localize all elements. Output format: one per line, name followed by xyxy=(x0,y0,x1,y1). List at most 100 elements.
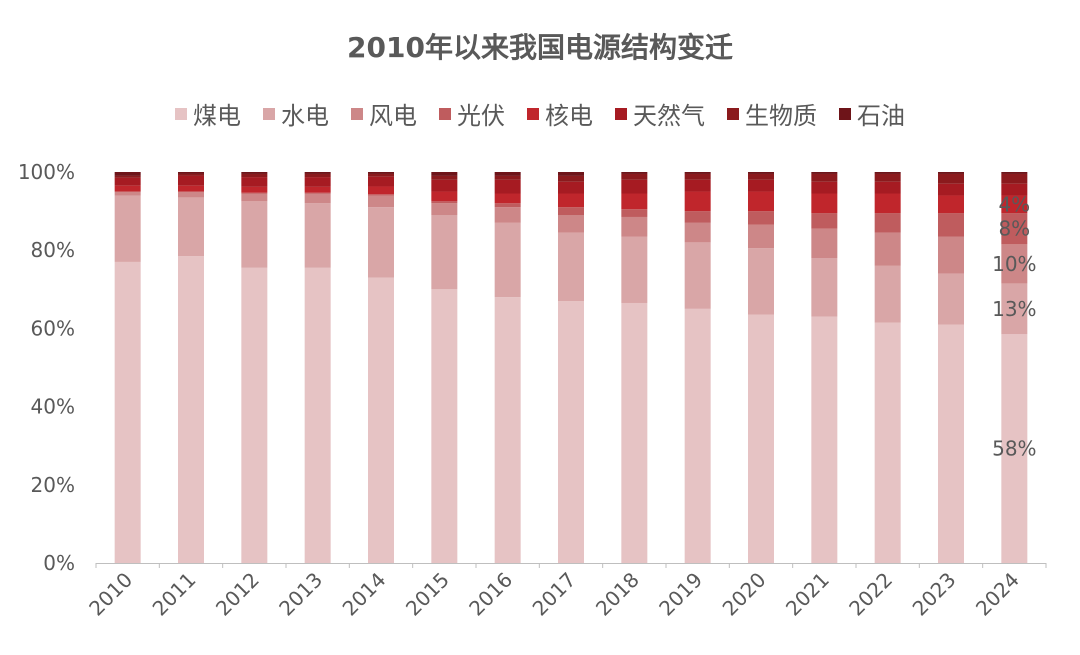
bar-segment xyxy=(431,172,458,176)
legend-label: 核电 xyxy=(545,102,593,130)
bar-segment xyxy=(304,193,331,204)
legend-item: 风电 xyxy=(351,96,417,131)
x-tick-label: 2022 xyxy=(844,568,897,621)
bar-segment xyxy=(114,185,141,192)
bar-segment xyxy=(748,248,774,315)
data-label: 4% xyxy=(998,192,1030,216)
bar-segment xyxy=(368,207,394,278)
bar-segment xyxy=(811,181,838,194)
bar-segment xyxy=(368,176,394,187)
legend-item: 石油 xyxy=(839,96,905,131)
bar-segment xyxy=(874,193,901,214)
bar-segment xyxy=(304,203,331,268)
y-tick-label: 0% xyxy=(43,551,75,575)
legend-swatch xyxy=(439,107,451,120)
bar-segment xyxy=(938,273,964,325)
bar-segment xyxy=(748,179,774,192)
bar-segment xyxy=(241,201,268,268)
bar-segment xyxy=(368,277,394,563)
x-tick-label: 2013 xyxy=(274,568,327,621)
bar-segment xyxy=(621,172,648,174)
bar-segment xyxy=(1001,213,1028,245)
bar-segment xyxy=(748,314,774,563)
legend-swatch xyxy=(351,107,363,120)
bar-segment xyxy=(494,297,521,563)
bar-segment xyxy=(684,242,711,309)
x-tick-label: 2014 xyxy=(338,568,391,621)
bar-segment xyxy=(304,186,331,193)
bar-segment xyxy=(811,258,838,317)
bar-segment xyxy=(304,177,331,187)
bar-segment xyxy=(811,172,838,174)
bar-segment xyxy=(178,173,204,176)
bar-segment xyxy=(1001,244,1028,284)
bar-segment xyxy=(874,181,901,194)
legend-label: 风电 xyxy=(369,102,417,130)
data-label: 58% xyxy=(992,437,1036,461)
bar-segment xyxy=(431,215,458,290)
bar-segment xyxy=(938,236,964,274)
bar-segment xyxy=(178,256,204,563)
bar-segment xyxy=(938,213,964,237)
bar-segment xyxy=(368,186,394,195)
legend-swatch xyxy=(615,107,627,120)
bar-segment xyxy=(368,172,394,174)
bar-segment xyxy=(621,179,648,194)
bar-segment xyxy=(558,207,584,216)
x-tick-label: 2019 xyxy=(654,568,707,621)
legend-label: 光伏 xyxy=(457,102,505,130)
bar-segment xyxy=(558,172,584,176)
legend-swatch xyxy=(175,107,187,120)
bar-segment xyxy=(684,308,711,563)
bar-segment xyxy=(114,177,141,186)
bar-segment xyxy=(621,209,648,217)
x-tick-label: 2018 xyxy=(591,568,644,621)
bar-segment xyxy=(431,289,458,563)
bar-segment xyxy=(494,172,521,176)
bar-segment xyxy=(241,267,268,563)
x-tick-label: 2023 xyxy=(908,568,961,621)
legend-label: 天然气 xyxy=(633,102,705,130)
bar-segment xyxy=(684,211,711,223)
x-tick-label: 2010 xyxy=(84,568,137,621)
bar-segment xyxy=(621,216,648,237)
bar-segment xyxy=(938,183,964,196)
legend-label: 石油 xyxy=(857,102,905,130)
bar-segment xyxy=(241,177,268,187)
bar-segment xyxy=(874,322,901,563)
x-tick-label: 2017 xyxy=(528,568,581,621)
bar-segment xyxy=(241,186,268,193)
bar-segment xyxy=(938,172,964,174)
bar-segment xyxy=(558,232,584,302)
data-label: 10% xyxy=(992,252,1036,276)
x-tick-label: 2011 xyxy=(148,568,201,621)
bar-segment xyxy=(558,193,584,208)
y-tick-label: 20% xyxy=(31,473,75,497)
bar-segment xyxy=(811,173,838,182)
legend-swatch xyxy=(839,107,851,120)
bar-segment xyxy=(304,267,331,563)
bar-segment xyxy=(431,201,458,204)
bar-segment xyxy=(494,222,521,298)
legend-swatch xyxy=(263,107,275,120)
x-tick-label: 2016 xyxy=(464,568,517,621)
bar-segment xyxy=(621,236,648,303)
bar-segment xyxy=(494,207,521,223)
bar-segment xyxy=(178,191,204,198)
bar-segment xyxy=(494,193,521,204)
x-tick-label: 2021 xyxy=(781,568,834,621)
bar-segment xyxy=(621,193,648,210)
bar-segment xyxy=(431,179,458,192)
bar-segment xyxy=(621,173,648,180)
bar-segment xyxy=(748,173,774,180)
bar-segment xyxy=(558,215,584,233)
bar-segment xyxy=(748,172,774,174)
bar-segment xyxy=(368,194,394,196)
bar-segment xyxy=(811,316,838,563)
bar-segment xyxy=(431,175,458,180)
x-tick-label: 2015 xyxy=(401,568,454,621)
bar-segment xyxy=(938,195,964,214)
bar-segment xyxy=(874,265,901,323)
data-label: 8% xyxy=(998,217,1030,241)
